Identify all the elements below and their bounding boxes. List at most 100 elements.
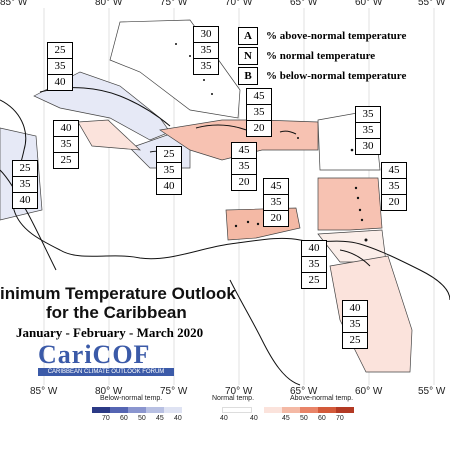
prob-above: 45 <box>232 143 256 159</box>
tick-below-50: 50 <box>138 415 146 422</box>
prob-box-belize: 40 35 25 <box>53 120 79 169</box>
colorbar-swatch-below <box>92 407 110 413</box>
prob-box-cuba: 25 35 40 <box>47 42 73 91</box>
lon-label-70w: 70° W <box>225 0 253 8</box>
lon-label-60w: 60° W <box>355 0 383 8</box>
prob-box-puerto-rico: 45 35 20 <box>231 142 257 191</box>
prob-box-lesser-antilles: 45 35 20 <box>381 162 407 211</box>
lon-label-80w-bottom: 80° W <box>95 386 123 397</box>
colorbar-swatch-above <box>264 407 282 413</box>
region-lesser-antilles-shape <box>317 177 383 231</box>
lon-label-55w: 55° W <box>418 0 446 8</box>
prob-below: 25 <box>308 274 320 286</box>
tick-normal-40a: 40 <box>220 415 228 422</box>
prob-normal: 35 <box>264 195 288 211</box>
prob-normal: 35 <box>48 59 72 75</box>
prob-below: 35 <box>200 60 212 72</box>
legend-normal: N % normal temperature <box>238 47 375 65</box>
prob-normal: 35 <box>54 137 78 153</box>
colorbar-swatch-normal <box>222 407 252 413</box>
prob-box-jamaica: 25 35 40 <box>156 146 182 195</box>
prob-above: 25 <box>48 43 72 59</box>
colorbar-swatch-below <box>110 407 128 413</box>
prob-above: 35 <box>356 107 380 123</box>
prob-below: 40 <box>163 180 175 192</box>
prob-box-abc-islands: 45 35 20 <box>263 178 289 227</box>
prob-normal: 35 <box>382 179 406 195</box>
prob-above: 25 <box>157 147 181 163</box>
region-belize-shape <box>77 119 141 151</box>
prob-normal: 35 <box>194 43 218 59</box>
lon-label-70w-bottom: 70° W <box>225 386 253 397</box>
legend-above: A % above-normal temperature <box>238 27 406 45</box>
colorbar-swatch-below <box>146 407 164 413</box>
prob-above: 40 <box>343 301 367 317</box>
tick-above-60: 60 <box>318 415 326 422</box>
prob-below: 25 <box>349 334 361 346</box>
lon-label-85w-bottom: 85° W <box>30 386 58 397</box>
prob-below: 20 <box>253 122 265 134</box>
prob-normal: 35 <box>356 123 380 139</box>
prob-normal: 35 <box>157 163 181 179</box>
prob-normal: 35 <box>343 317 367 333</box>
legend-key-n: N <box>238 47 258 65</box>
legend-below: B % below-normal temperature <box>238 67 406 85</box>
lon-label-65w-bottom: 65° W <box>290 386 318 397</box>
legend-text-normal: % normal temperature <box>266 50 376 62</box>
legend-key-b: B <box>238 67 258 85</box>
prob-box-trinidad: 40 35 25 <box>301 240 327 289</box>
lon-label-75w-bottom: 75° W <box>160 386 188 397</box>
colorbar-below-label: Below-normal temp. <box>100 395 163 402</box>
colorbar-swatch-below <box>128 407 146 413</box>
prob-normal: 35 <box>302 257 326 273</box>
prob-normal: 35 <box>247 105 271 121</box>
prob-normal: 35 <box>13 177 37 193</box>
colorbar-normal-label: Normal temp. <box>212 395 255 402</box>
legend-key-a: A <box>238 27 258 45</box>
colorbar-swatch-below <box>164 407 182 413</box>
tick-above-50: 50 <box>300 415 308 422</box>
colorbar-swatch-above <box>336 407 354 413</box>
prob-below: 40 <box>19 194 31 206</box>
prob-above: 45 <box>264 179 288 195</box>
legend-text-below: % below-normal temperature <box>266 70 407 82</box>
map-title-line2: for the Caribbean <box>46 303 187 322</box>
tick-below-45: 45 <box>156 415 164 422</box>
region-guianas-shape <box>329 255 413 373</box>
prob-box-bahamas: 30 35 35 <box>193 26 219 75</box>
prob-box-central-america: 25 35 40 <box>12 160 38 209</box>
tick-below-60: 60 <box>120 415 128 422</box>
forecast-period: January - February - March 2020 <box>16 325 204 340</box>
prob-box-guianas: 40 35 25 <box>342 300 368 349</box>
region-hispaniola-shape <box>159 119 319 161</box>
lon-label-55w-bottom: 55° W <box>418 386 446 397</box>
legend-text-above: % above-normal temperature <box>266 30 407 42</box>
tick-normal-40b: 40 <box>250 415 258 422</box>
lon-label-75w: 75° W <box>160 0 188 8</box>
colorbar-swatch-above <box>300 407 318 413</box>
prob-above: 40 <box>54 121 78 137</box>
colorbar-swatch-above <box>318 407 336 413</box>
prob-box-hispaniola: 45 35 20 <box>246 88 272 137</box>
tick-above-45: 45 <box>282 415 290 422</box>
prob-below: 20 <box>270 212 282 224</box>
tick-below-40: 40 <box>174 415 182 422</box>
caricof-logo-subtitle: CARIBBEAN CLIMATE OUTLOOK FORUM <box>38 368 174 376</box>
prob-below: 30 <box>362 140 374 152</box>
prob-box-barbados: 35 35 30 <box>355 106 381 155</box>
colorbar-above-label: Above-normal temp. <box>290 395 354 402</box>
prob-below: 40 <box>54 76 66 88</box>
lon-label-65w: 65° W <box>290 0 318 8</box>
region-trinidad-shape <box>317 229 387 263</box>
prob-below: 20 <box>388 196 400 208</box>
prob-above: 45 <box>382 163 406 179</box>
prob-normal: 35 <box>232 159 256 175</box>
prob-below: 20 <box>238 176 250 188</box>
tick-above-70: 70 <box>336 415 344 422</box>
prob-above: 25 <box>13 161 37 177</box>
caricof-logo: CariCOF <box>38 340 151 369</box>
lon-label-80w: 80° W <box>95 0 123 8</box>
lon-label-60w-bottom: 60° W <box>355 386 383 397</box>
prob-below: 25 <box>60 154 72 166</box>
prob-above: 40 <box>302 241 326 257</box>
